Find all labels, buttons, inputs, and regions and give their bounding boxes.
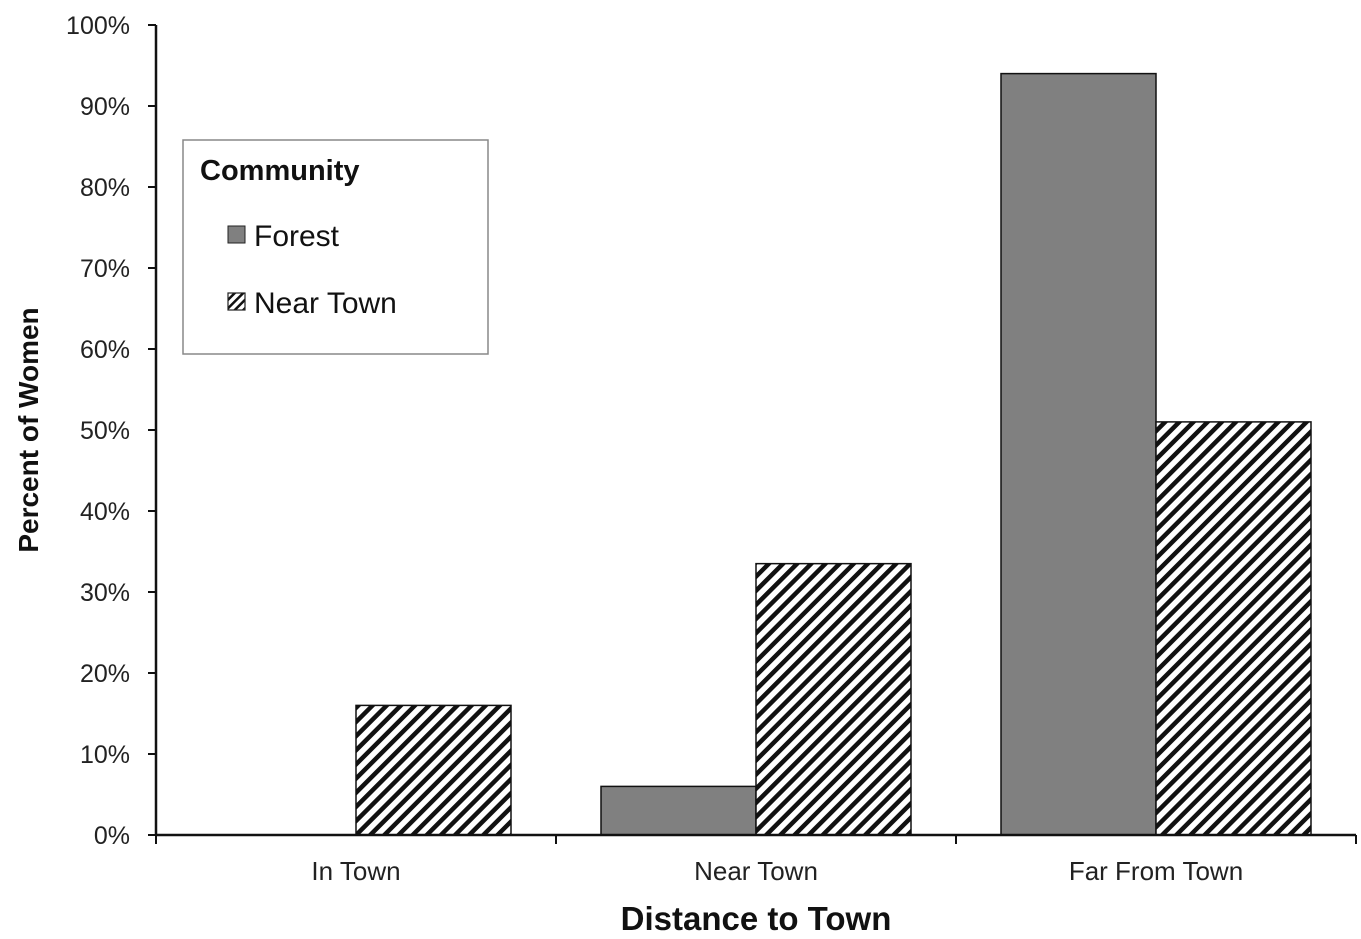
- y-axis-ticks: 0% 10% 20% 30% 40% 50% 60% 70% 80% 90% 100%: [66, 12, 156, 850]
- bar-forest-near-town: [600, 785, 757, 836]
- x-axis-ticks: In Town Near Town Far From Town: [155, 835, 1357, 886]
- y-tick-label: 10%: [80, 741, 130, 769]
- bar-near-town-far-from-town: [1155, 421, 1312, 836]
- bar-near-town-near-town: [755, 562, 912, 836]
- y-tick-label: 70%: [80, 255, 130, 283]
- y-tick-label: 50%: [80, 417, 130, 445]
- y-tick-label: 0%: [94, 822, 130, 850]
- legend-box: [182, 139, 489, 355]
- bars: [355, 72, 1312, 836]
- bar-forest-far-from-town: [1000, 72, 1157, 836]
- y-tick-label: 60%: [80, 336, 130, 364]
- legend-swatch-near-town: [227, 292, 246, 311]
- legend-swatch-forest: [227, 225, 246, 244]
- y-tick-label: 80%: [80, 174, 130, 202]
- legend: Community Forest Near Town: [182, 139, 489, 355]
- y-tick-label: 30%: [80, 579, 130, 607]
- x-axis-title: Distance to Town: [621, 900, 892, 937]
- legend-label-near-town: Near Town: [254, 287, 397, 320]
- x-tick-label: Near Town: [694, 856, 818, 886]
- x-tick-label: Far From Town: [1069, 856, 1243, 886]
- y-tick-label: 100%: [66, 12, 130, 40]
- x-tick-label: In Town: [311, 856, 400, 886]
- y-tick-label: 20%: [80, 660, 130, 688]
- y-tick-label: 40%: [80, 498, 130, 526]
- y-tick-label: 90%: [80, 93, 130, 121]
- y-axis-title: Percent of Women: [13, 307, 44, 552]
- legend-label-forest: Forest: [254, 220, 340, 253]
- bar-near-town-in-town: [355, 704, 512, 836]
- legend-title: Community: [200, 155, 360, 187]
